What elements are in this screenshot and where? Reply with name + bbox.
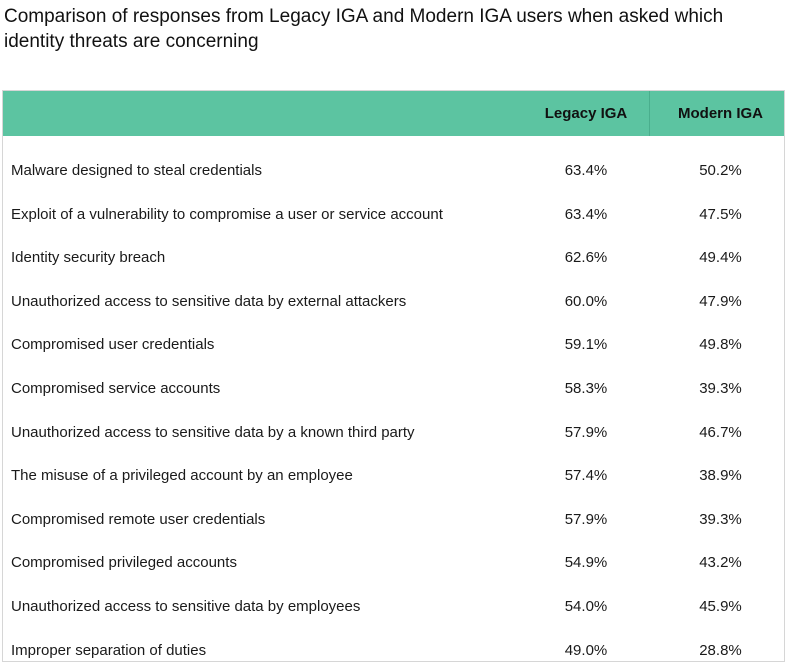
column-header-modern-iga: Modern IGA (678, 105, 763, 122)
row-label: Improper separation of duties (11, 641, 207, 659)
legacy-iga-value: 59.1% (564, 336, 608, 354)
legacy-iga-value: 49.0% (564, 641, 608, 659)
legacy-iga-value: 58.3% (564, 380, 608, 397)
row-label: Exploit of a vulnerability to compromise… (11, 205, 443, 223)
table-row: Unauthorized access to sensitive data by… (3, 411, 784, 454)
legacy-iga-value: 54.0% (564, 598, 608, 615)
row-label: Identity security breach (11, 249, 166, 267)
modern-iga-value: 39.3% (699, 380, 742, 397)
chart-title: Comparison of responses from Legacy IGA … (4, 6, 724, 52)
legacy-iga-value: 62.6% (564, 249, 608, 267)
table-header-row: Legacy IGA Modern IGA (3, 91, 784, 136)
legacy-iga-value: 57.4% (564, 467, 608, 485)
modern-iga-value: 45.9% (699, 598, 742, 615)
modern-iga-value: 47.5% (699, 205, 742, 223)
table-row: Unauthorized access to sensitive data by… (3, 280, 784, 323)
table-row: Identity security breach 62.6% 49.4% (3, 236, 784, 279)
legacy-iga-value: 54.9% (564, 554, 608, 572)
row-label: Unauthorized access to sensitive data by… (11, 292, 407, 310)
table-row: Malware designed to steal credentials 63.… (3, 149, 784, 192)
table-row: Compromised service accounts 58.3% 39.3% (3, 367, 784, 410)
modern-iga-value: 46.7% (699, 423, 742, 441)
modern-iga-value: 49.8% (699, 336, 742, 354)
row-label: Unauthorized access to sensitive data by… (11, 423, 415, 441)
legacy-iga-value: 63.4% (564, 162, 608, 179)
legacy-iga-value: 63.4% (564, 205, 608, 223)
modern-iga-value: 50.2% (699, 162, 742, 179)
modern-iga-value: 28.8% (699, 641, 742, 659)
row-label: Unauthorized access to sensitive data by… (11, 598, 361, 615)
legacy-iga-value: 57.9% (564, 423, 608, 441)
table-row: Exploit of a vulnerability to compromise… (3, 193, 784, 236)
row-label: Compromised user credentials (11, 336, 215, 354)
row-label: Malware designed to steal credentials (11, 162, 262, 179)
column-header-legacy-iga: Legacy IGA (544, 105, 628, 122)
table-row: Improper separation of duties 49.0% 28.8% (3, 629, 784, 672)
comparison-table: Legacy IGA Modern IGA Malware designed t… (2, 90, 785, 662)
row-label: Compromised service accounts (11, 380, 221, 397)
modern-iga-value: 38.9% (699, 467, 742, 485)
row-label: Compromised remote user credentials (11, 510, 266, 528)
row-label: Compromised privileged accounts (11, 554, 237, 572)
legacy-iga-value: 57.9% (564, 510, 608, 528)
table-row: Compromised remote user credentials 57.9%… (3, 498, 784, 541)
table-row: Unauthorized access to sensitive data by… (3, 585, 784, 628)
row-label: The misuse of a privileged account by an… (11, 467, 353, 485)
legacy-iga-value: 60.0% (564, 292, 608, 310)
table-row: Compromised user credentials 59.1% 49.8% (3, 323, 784, 366)
modern-iga-value: 47.9% (699, 292, 742, 310)
header-divider (649, 91, 650, 136)
modern-iga-value: 43.2% (699, 554, 742, 572)
table-row: Compromised privileged accounts 54.9% 43.2… (3, 541, 784, 584)
table-row: The misuse of a privileged account by an… (3, 454, 784, 497)
modern-iga-value: 49.4% (699, 249, 742, 267)
modern-iga-value: 39.3% (699, 510, 742, 528)
